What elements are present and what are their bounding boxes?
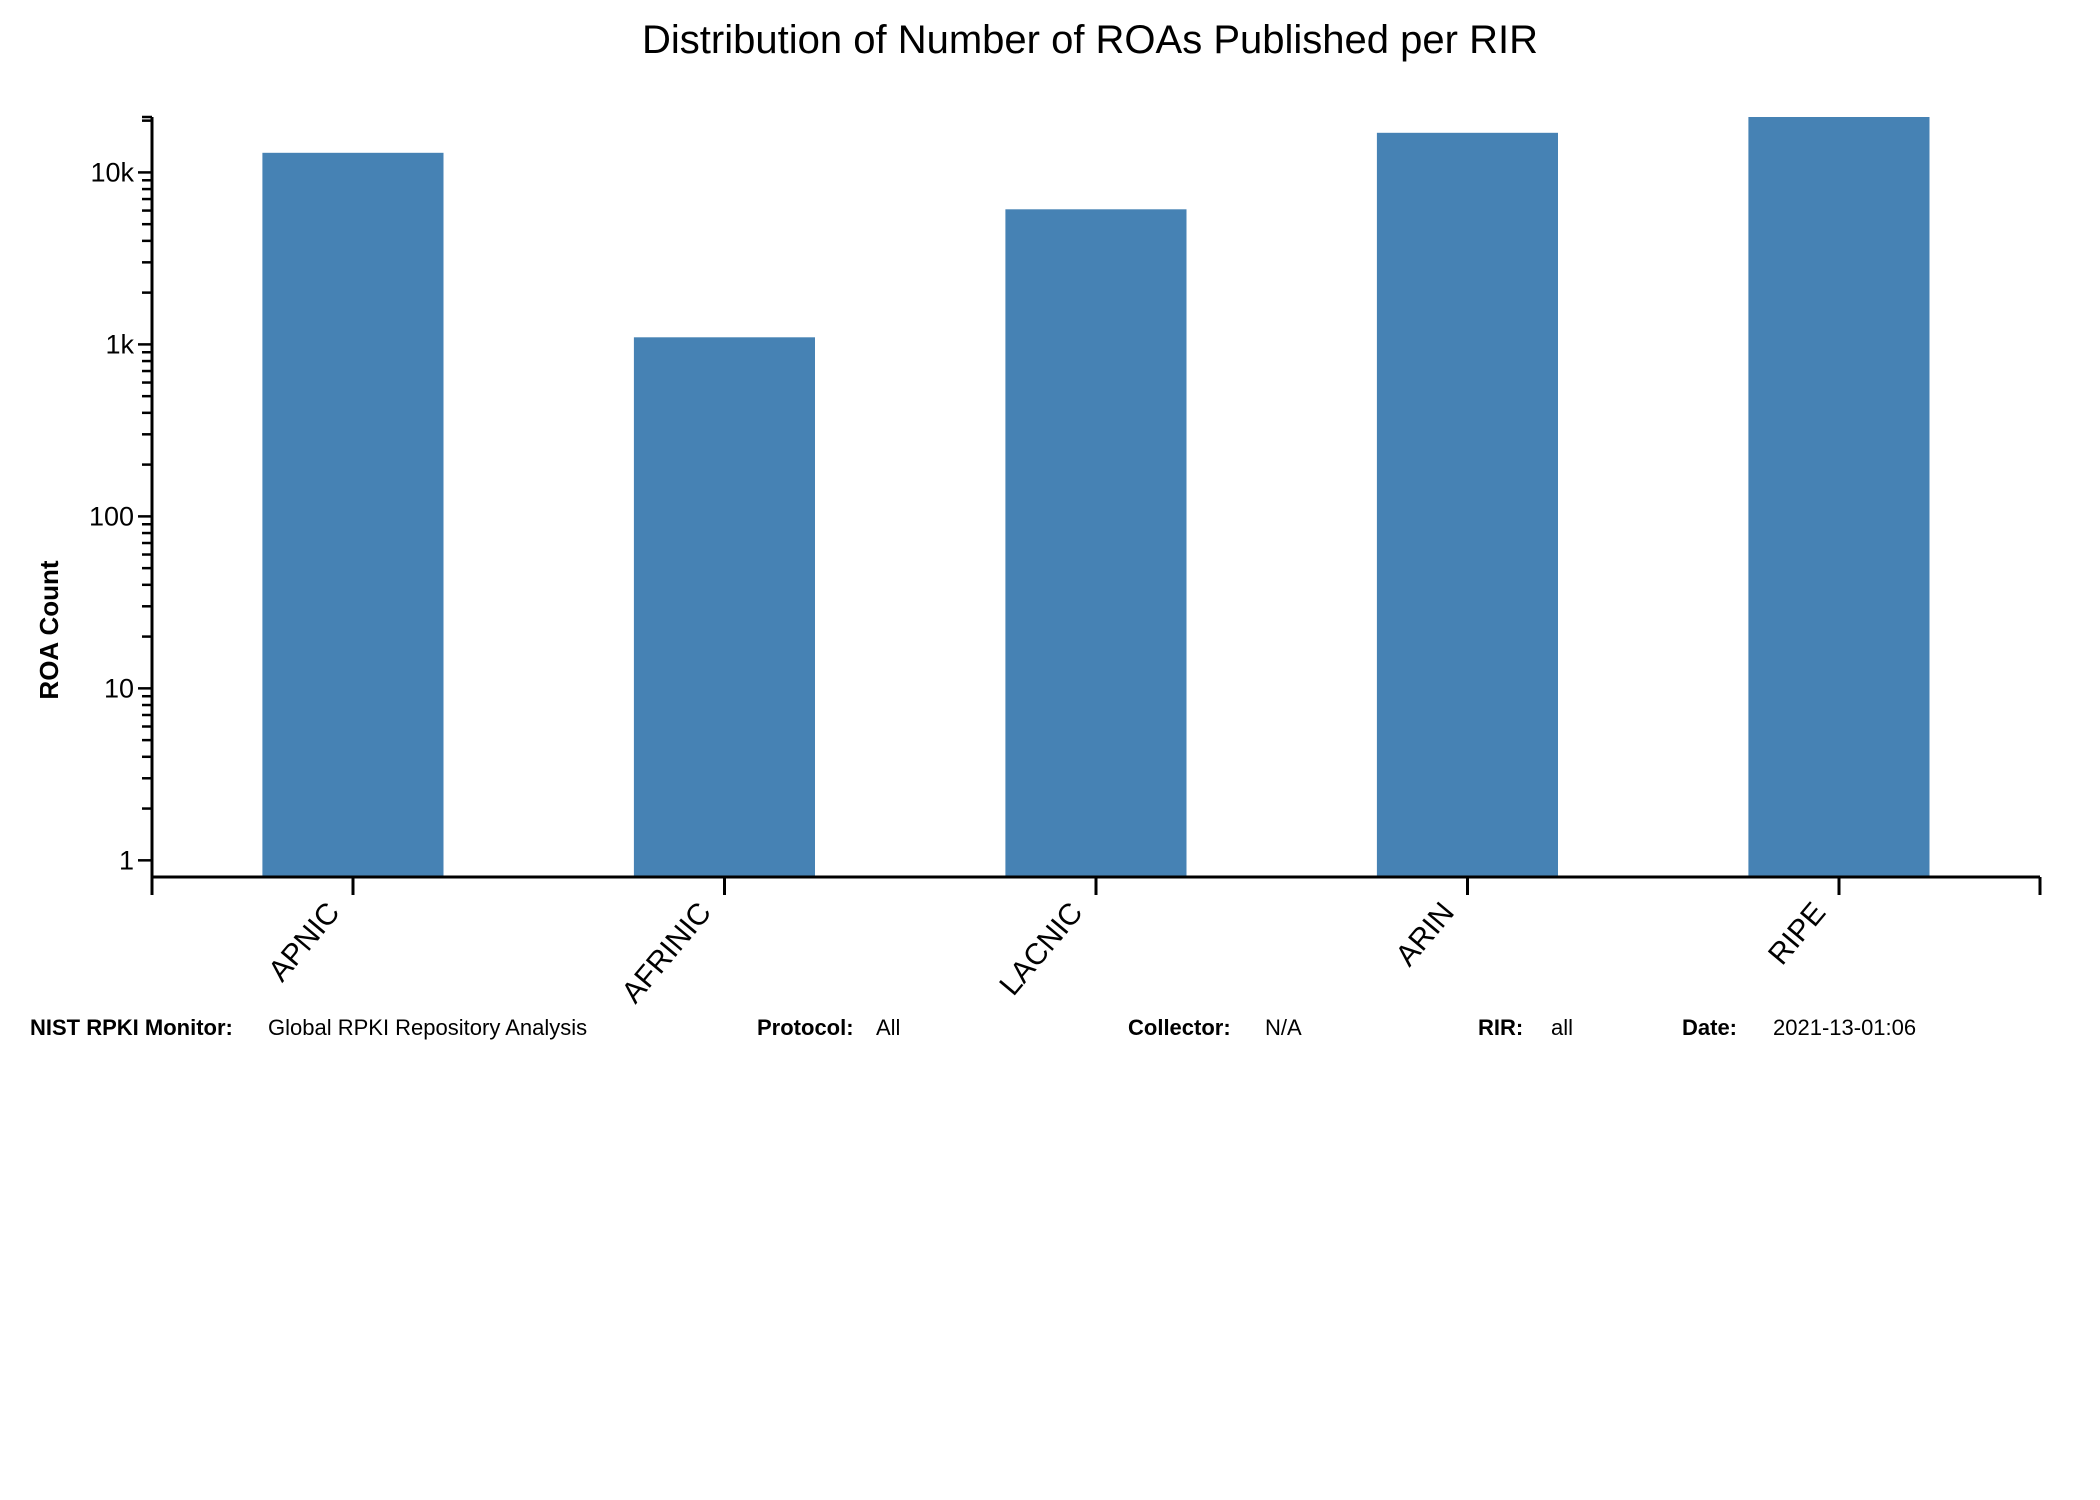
- y-tick-label: 10: [104, 673, 134, 703]
- bar-lacnic: [1005, 209, 1187, 878]
- rir-value: all: [1551, 1015, 1574, 1040]
- x-tick-label: ARIN: [1390, 896, 1461, 972]
- x-tick-label: LACNIC: [993, 896, 1089, 1002]
- y-axis: 1 10 100 1k 10k: [89, 115, 154, 879]
- x-tick-label: RIPE: [1762, 896, 1832, 971]
- bar-arin: [1376, 132, 1558, 878]
- bar-ripe: [1748, 117, 1930, 877]
- x-tick-label: AFRINIC: [615, 896, 717, 1009]
- date-label: Date:: [1682, 1015, 1738, 1040]
- date-value: 2021-13-01:06: [1773, 1015, 1917, 1040]
- y-tick-label: 1: [119, 845, 134, 875]
- chart-title: Distribution of Number of ROAs Published…: [642, 18, 1538, 62]
- protocol-label: Protocol:: [757, 1015, 854, 1040]
- collector-label: Collector:: [1128, 1015, 1231, 1040]
- y-tick-label: 10k: [90, 157, 134, 187]
- monitor-label: NIST RPKI Monitor:: [30, 1015, 233, 1040]
- y-tick-label: 100: [89, 501, 134, 531]
- protocol-value: All: [876, 1015, 901, 1040]
- bar-afrinic: [633, 337, 815, 877]
- x-tick-label: APNIC: [262, 896, 346, 987]
- collector-value: N/A: [1265, 1015, 1302, 1040]
- bar-apnic: [262, 152, 444, 878]
- rir-label: RIR:: [1478, 1015, 1524, 1040]
- x-axis: APNIC AFRINIC LACNIC ARIN RIPE: [150, 875, 2042, 1009]
- bars-layer: [262, 117, 1930, 878]
- y-tick-label: 1k: [105, 329, 134, 359]
- chart-footer: NIST RPKI Monitor: Global RPKI Repositor…: [0, 1015, 2100, 1055]
- y-axis-label: ROA Count: [34, 560, 64, 699]
- monitor-value: Global RPKI Repository Analysis: [268, 1015, 588, 1040]
